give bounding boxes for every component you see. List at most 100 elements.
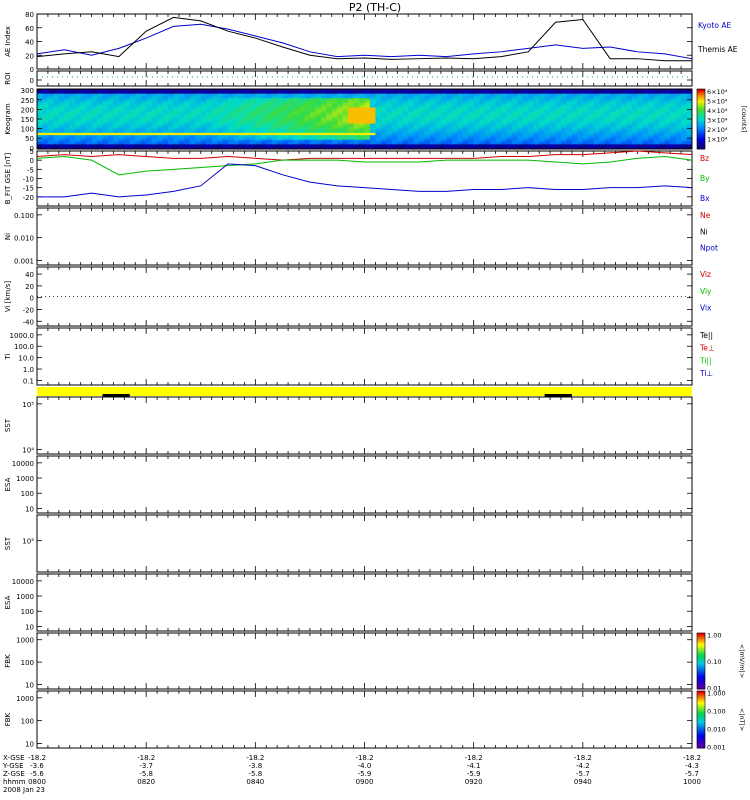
keogram-cell: [184, 100, 191, 104]
keogram-cell: [550, 128, 557, 132]
fbk1-colorbar-segment: [697, 642, 705, 645]
keogram-cell: [539, 139, 546, 143]
keogram-cell: [659, 125, 666, 129]
keogram-cell: [53, 114, 60, 118]
keogram-cell: [315, 89, 322, 92]
keogram-cell: [544, 89, 551, 92]
keogram-cell: [233, 93, 240, 97]
keogram-cell: [69, 98, 76, 102]
keogram-cell: [642, 137, 649, 141]
keogram-cell: [331, 93, 338, 97]
keogram-cell: [157, 144, 164, 148]
keogram-cell: [413, 130, 420, 134]
keogram-cell: [140, 91, 147, 95]
keogram-cell: [473, 137, 480, 141]
keogram-cell: [615, 123, 622, 127]
keogram-cell: [440, 98, 447, 102]
keogram-cell: [686, 109, 693, 113]
keogram-cell: [266, 109, 273, 113]
keogram-cell: [582, 135, 589, 138]
keogram-cell: [550, 144, 557, 148]
keogram-cell: [599, 119, 606, 122]
keogram-cell: [86, 125, 93, 129]
keogram-cell: [157, 109, 164, 113]
keogram-cell: [146, 146, 153, 150]
keogram-cell: [129, 100, 136, 104]
keogram-cell: [653, 139, 660, 143]
keogram-cell: [408, 146, 415, 150]
keogram-cell: [451, 91, 458, 95]
keogram-cell: [484, 137, 491, 141]
keogram-cell: [359, 109, 365, 113]
keogram-cell: [386, 119, 393, 122]
keogram-cell: [206, 114, 213, 118]
keogram-cell: [440, 144, 447, 148]
keogram-cell: [615, 89, 622, 92]
fbk1-colorbar-unit: <|mV/m|>: [738, 644, 746, 679]
keogram-cell: [555, 98, 562, 102]
keogram-cell: [533, 128, 540, 132]
keogram-cell: [473, 125, 480, 129]
keogram-cell: [97, 112, 103, 115]
keogram-cell: [610, 93, 617, 97]
keogram-cell: [468, 107, 475, 111]
keogram-cell: [681, 121, 688, 125]
keogram-cell: [271, 119, 278, 122]
keogram-cell: [173, 119, 180, 122]
keogram-cell: [189, 130, 196, 134]
keogram-cell: [626, 135, 633, 138]
keogram-cell: [102, 137, 109, 141]
keogram-cell: [446, 98, 453, 102]
keogram-cell: [380, 93, 387, 97]
keogram-cell: [260, 130, 267, 134]
keogram-cell: [42, 100, 49, 104]
keogram-cell: [260, 98, 267, 102]
keogram-cell: [397, 105, 404, 108]
keogram-cell: [118, 98, 125, 102]
keogram-cell: [413, 139, 420, 143]
keogram-cell: [550, 146, 557, 150]
keogram-cell: [686, 132, 693, 136]
keogram-cell: [337, 130, 344, 134]
keogram-cell: [664, 105, 671, 108]
keogram-cell: [364, 130, 371, 134]
keogram-cell: [397, 139, 404, 143]
keogram-cell: [642, 89, 649, 92]
keogram-cell: [599, 139, 606, 143]
keogram-cell: [206, 119, 213, 122]
keogram-cell: [173, 107, 180, 111]
keogram-cell: [244, 89, 251, 92]
keogram-cell: [659, 119, 666, 122]
keogram-cell: [217, 132, 224, 136]
keogram-cell: [495, 119, 502, 122]
keogram-cell: [326, 109, 333, 113]
keogram-cell: [402, 95, 409, 99]
keogram-cell: [299, 100, 305, 104]
ni-ylabel: Ni: [4, 233, 12, 240]
keogram-cell: [599, 121, 606, 125]
keogram-cell: [195, 132, 202, 136]
keogram-cell: [80, 125, 87, 129]
keogram-cell: [637, 125, 644, 129]
keogram-cell: [430, 139, 436, 143]
keogram-cell: [424, 112, 431, 115]
keogram-cell: [495, 123, 502, 127]
keogram-cell: [80, 105, 87, 108]
keogram-cell: [282, 123, 289, 127]
keogram-cell: [200, 100, 207, 104]
keogram-cell: [304, 105, 311, 108]
keogram-cell: [599, 132, 606, 136]
keogram-cell: [342, 139, 349, 143]
keogram-cell: [58, 125, 65, 129]
keogram-cell: [47, 93, 54, 97]
keogram-cell: [511, 91, 518, 95]
keogram-cell: [293, 98, 300, 102]
keogram-cell: [238, 112, 245, 115]
keogram-cell: [500, 98, 507, 102]
keogram-cell: [566, 100, 573, 104]
keogram-cell: [64, 132, 71, 136]
keogram-cell: [64, 128, 71, 132]
keogram-cell: [462, 116, 469, 120]
keogram-cell: [102, 93, 109, 97]
keogram-cell: [299, 112, 305, 115]
